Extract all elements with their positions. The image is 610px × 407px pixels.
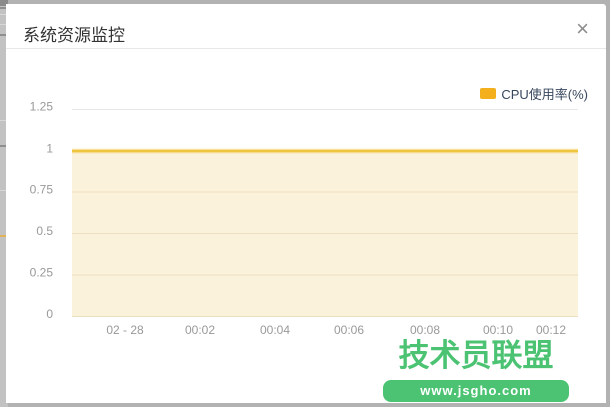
svg-text:00:12: 00:12	[536, 323, 566, 337]
svg-text:02 - 28: 02 - 28	[106, 323, 144, 337]
svg-text:00:08: 00:08	[410, 323, 440, 337]
svg-text:00:10: 00:10	[483, 323, 513, 337]
svg-text:0.25: 0.25	[30, 266, 54, 280]
svg-text:1.25: 1.25	[30, 100, 54, 114]
svg-text:0: 0	[46, 307, 53, 321]
svg-text:00:02: 00:02	[185, 323, 215, 337]
svg-text:0.75: 0.75	[30, 183, 54, 197]
svg-text:00:04: 00:04	[260, 323, 290, 337]
svg-text:00:06: 00:06	[334, 323, 364, 337]
svg-text:1: 1	[46, 142, 53, 156]
svg-text:0.5: 0.5	[36, 224, 53, 238]
